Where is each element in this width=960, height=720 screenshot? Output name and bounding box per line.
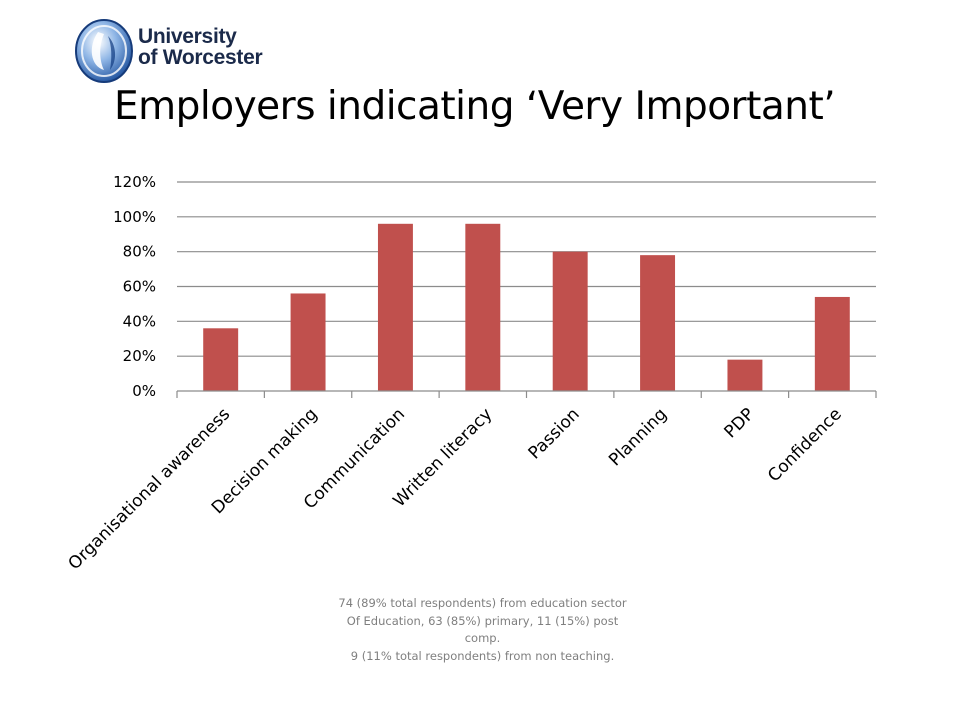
gridlines: [177, 181, 876, 357]
bar: [377, 223, 413, 391]
footnote-line-3: 9 (11% total respondents) from non teach…: [350, 648, 615, 663]
y-tick-label: 20%: [123, 347, 156, 365]
x-axis: [176, 390, 877, 398]
category-label: PDP: [721, 404, 759, 442]
bar: [552, 251, 588, 391]
bars: [203, 223, 850, 391]
y-tick-label: 40%: [123, 312, 156, 330]
y-tick-label: 100%: [113, 208, 156, 226]
logo-line-2: of Worcester: [138, 46, 263, 69]
worcester-emblem-icon: [75, 19, 133, 83]
bar: [290, 293, 326, 391]
y-tick-label: 120%: [113, 173, 156, 191]
category-label: Organisational awareness: [65, 404, 235, 574]
university-logo: University of Worcester: [74, 18, 274, 86]
bar: [814, 296, 850, 391]
chart-title: Employers indicating ‘Very Important’: [114, 84, 836, 129]
footnote-line-2: Of Education, 63 (85%) primary, 11 (15%)…: [346, 613, 619, 646]
logo-line-1: University: [138, 25, 237, 48]
y-axis-ticks: 0% 20% 40% 60% 80% 100% 120%: [113, 173, 156, 400]
bar: [727, 359, 763, 391]
bar: [640, 255, 676, 391]
y-tick-label: 0%: [132, 382, 156, 400]
footnote: 74 (89% total respondents) from educatio…: [335, 595, 630, 665]
bar: [203, 328, 239, 391]
category-label: Planning: [605, 404, 671, 470]
footnote-line-1: 74 (89% total respondents) from educatio…: [338, 596, 627, 610]
category-label: Passion: [525, 404, 584, 463]
y-tick-label: 80%: [123, 243, 156, 261]
category-label: Confidence: [764, 404, 846, 486]
bar: [465, 223, 501, 391]
y-tick-label: 60%: [123, 278, 156, 296]
